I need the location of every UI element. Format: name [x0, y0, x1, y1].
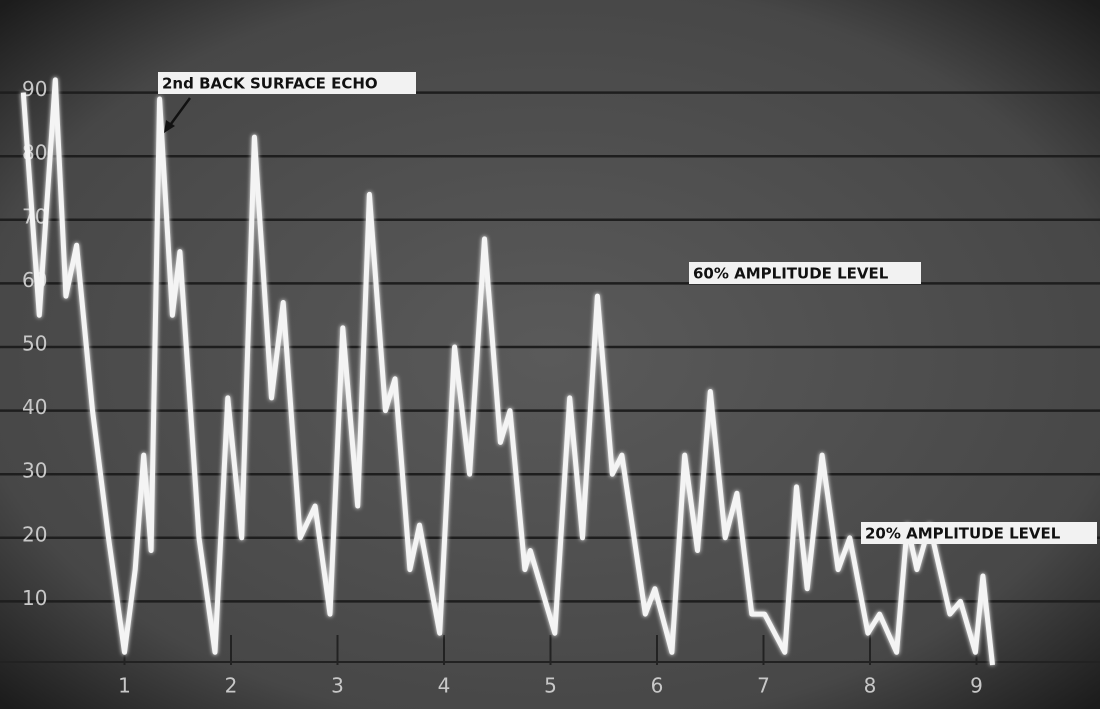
y-tick-label: 40	[22, 395, 47, 419]
x-tick-label: 8	[864, 674, 877, 698]
x-tick-label: 1	[118, 674, 131, 698]
y-tick-label: 30	[22, 459, 47, 483]
y-tick-label: 50	[22, 332, 47, 356]
annotation-60: 60% AMPLITUDE LEVEL	[689, 262, 921, 284]
y-tick-label: 20	[22, 522, 47, 546]
x-tick-label: 2	[225, 674, 238, 698]
annotation-text: 60% AMPLITUDE LEVEL	[693, 265, 889, 283]
x-tick-label: 5	[544, 674, 557, 698]
annotation-text: 2nd BACK SURFACE ECHO	[162, 75, 378, 93]
oscilloscope-screen: 102030405060708090123456789 2nd BACK SUR…	[0, 0, 1100, 709]
annotation-text: 20% AMPLITUDE LEVEL	[865, 525, 1061, 543]
annotation-20: 20% AMPLITUDE LEVEL	[861, 522, 1097, 544]
x-tick-label: 6	[651, 674, 664, 698]
x-tick-label: 3	[331, 674, 344, 698]
x-tick-label: 7	[757, 674, 770, 698]
y-tick-label: 10	[22, 586, 47, 610]
x-tick-label: 9	[970, 674, 983, 698]
x-tick-label: 4	[438, 674, 451, 698]
